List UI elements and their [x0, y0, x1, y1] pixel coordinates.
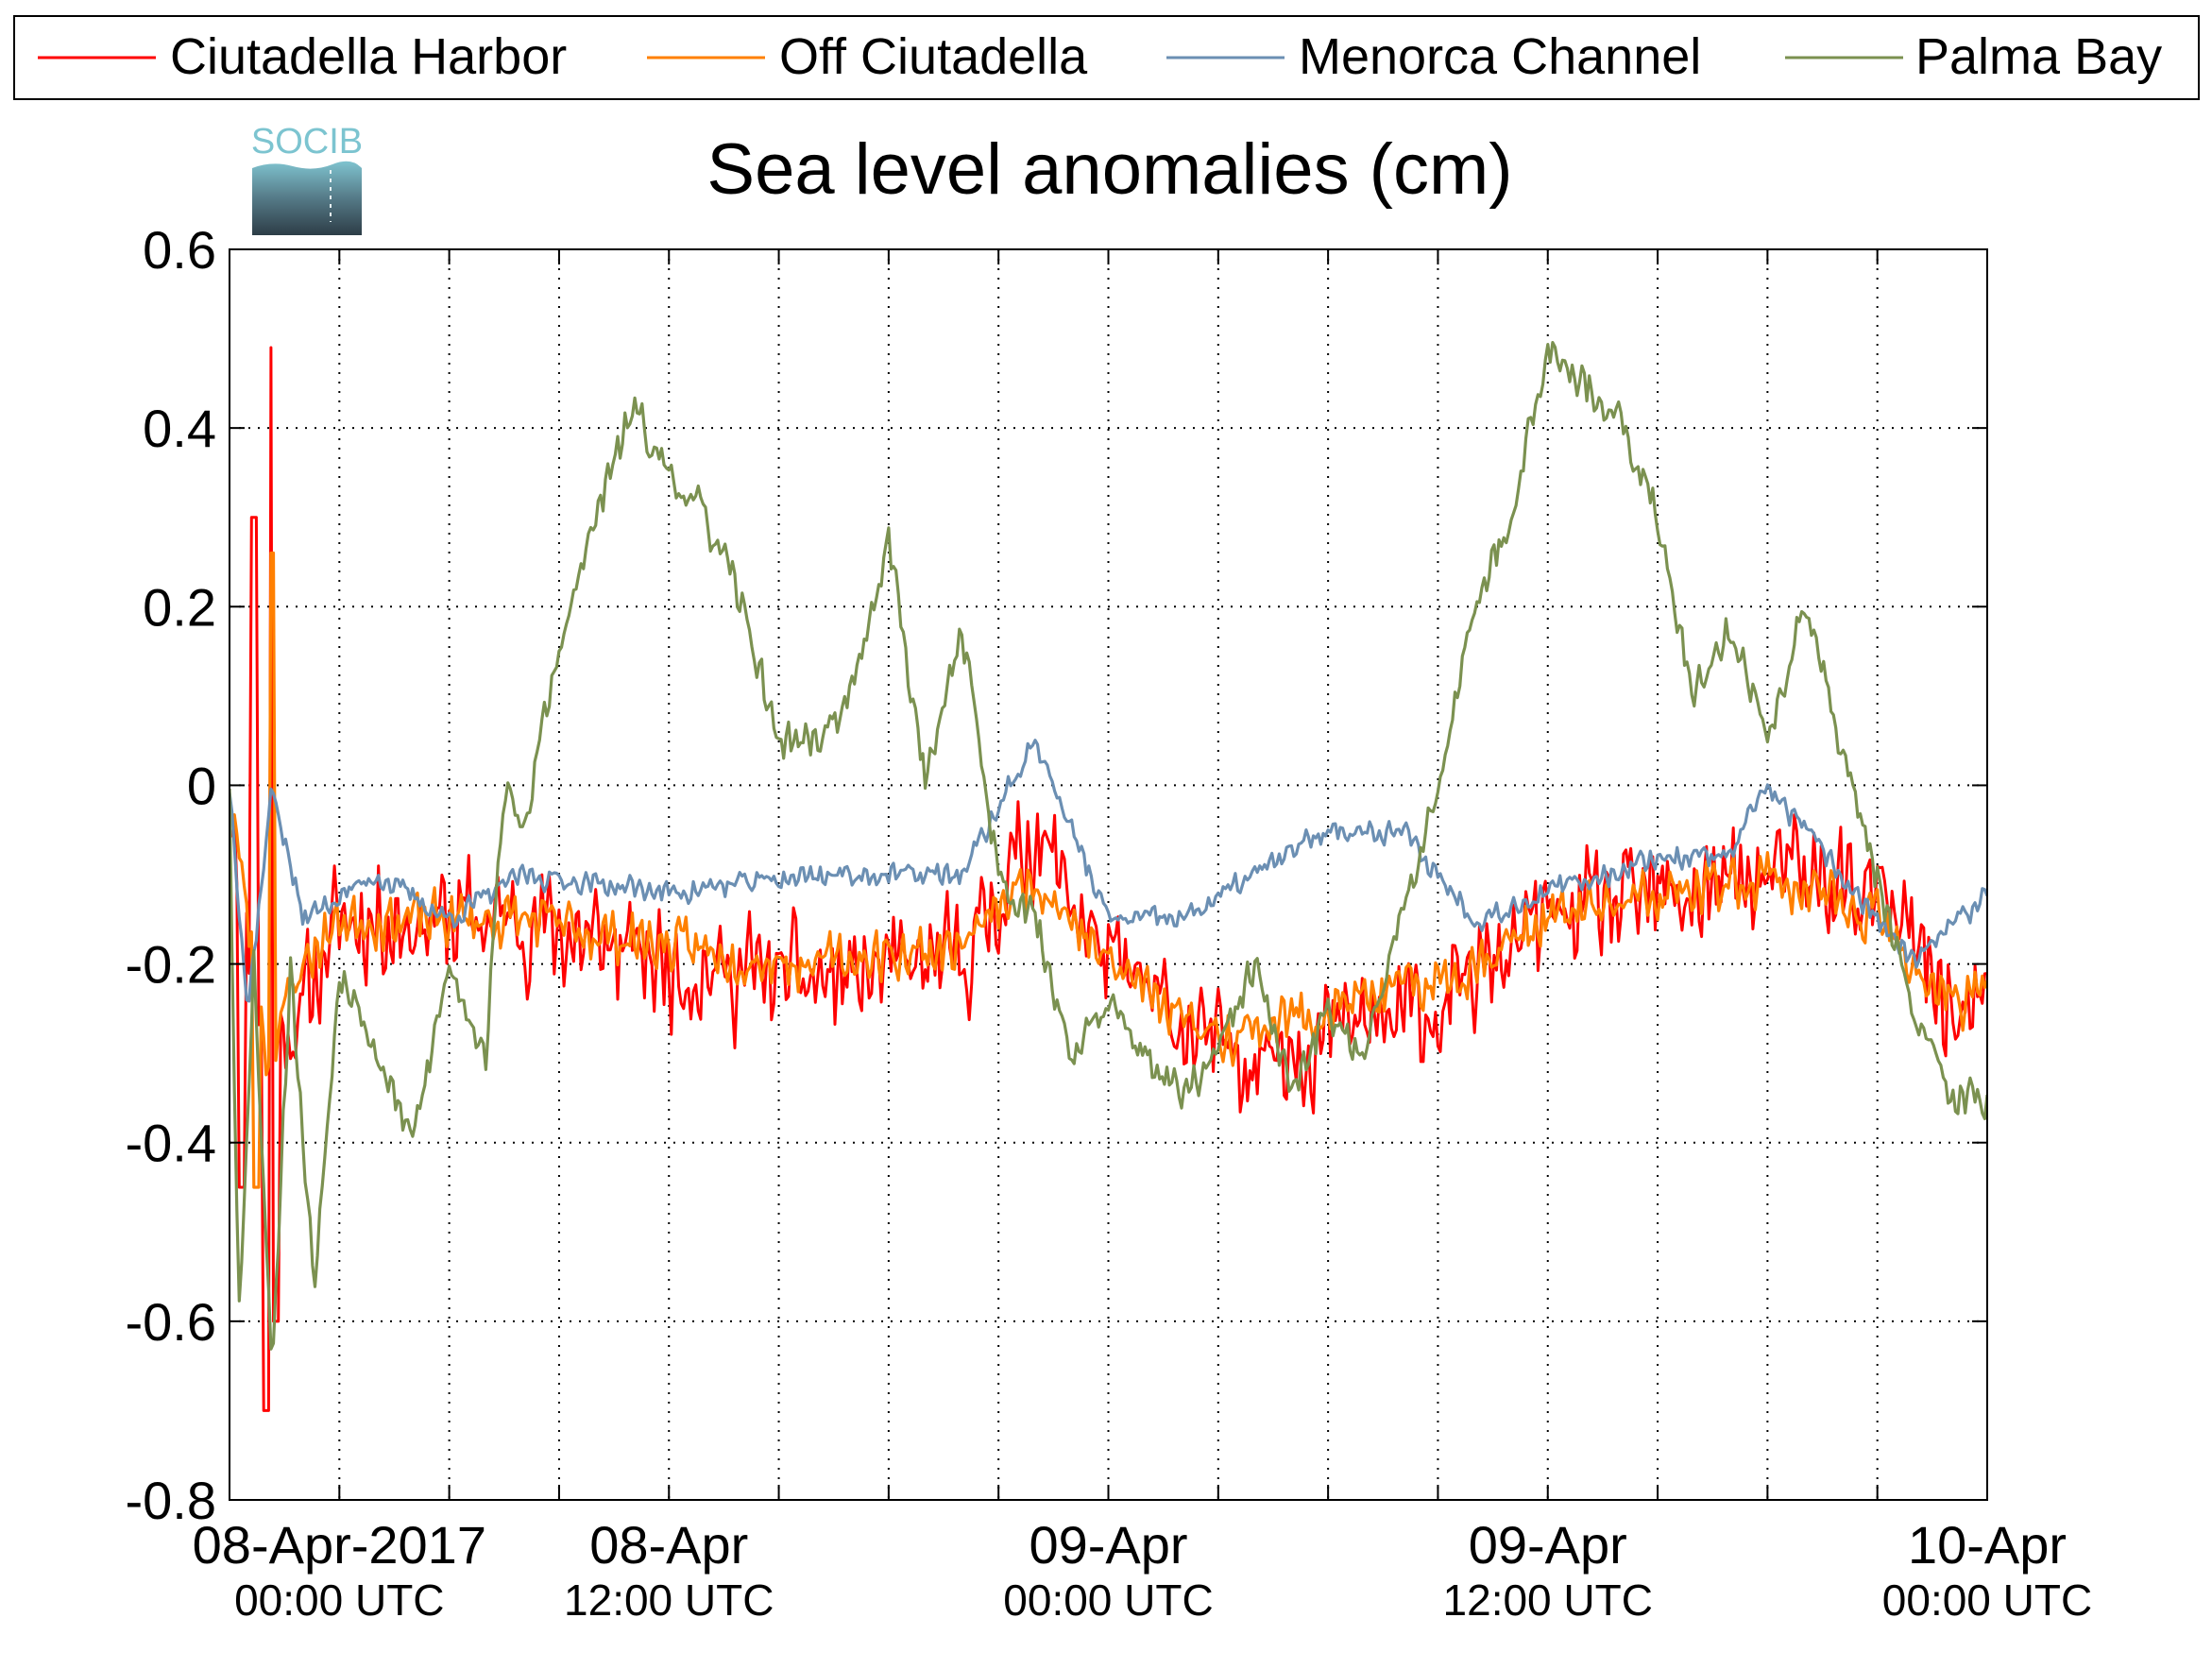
x-tick-label-time: 12:00 UTC [1443, 1575, 1653, 1625]
x-tick-label-date: 09-Apr [1029, 1515, 1187, 1575]
socib-logo: SOCIB [251, 122, 363, 235]
y-axis: 0.6 0.4 0.2 0 -0.2 -0.4 -0.6 -0.8 [126, 220, 1987, 1530]
legend: Ciutadella Harbor Off Ciutadella Menorca… [13, 15, 2200, 100]
series-line-palma-bay [230, 341, 1987, 1351]
y-tick-label: 0.4 [143, 399, 216, 458]
x-tick-label-time: 00:00 UTC [1882, 1575, 2092, 1625]
x-tick-label-date: 08-Apr-2017 [193, 1515, 486, 1575]
y-tick-label: -0.6 [126, 1292, 217, 1352]
legend-entry-palma-bay: Palma Bay [1785, 28, 2162, 85]
legend-entry-ciutadella-harbor: Ciutadella Harbor [38, 28, 567, 85]
x-tick-label-time: 00:00 UTC [234, 1575, 444, 1625]
x-tick-label-date: 09-Apr [1469, 1515, 1627, 1575]
legend-label-palma-bay: Palma Bay [1915, 28, 2162, 85]
y-tick-label: 0 [187, 756, 216, 815]
y-tick-label: 0.2 [143, 577, 216, 637]
x-tick-label-date: 08-Apr [589, 1515, 748, 1575]
legend-label-off-ciutadella: Off Ciutadella [779, 28, 1088, 85]
y-tick-label: 0.6 [143, 220, 216, 280]
series-line-off-ciutadella [230, 551, 1987, 1189]
y-tick-label: -0.2 [126, 935, 217, 995]
legend-entry-menorca-channel: Menorca Channel [1166, 28, 1701, 85]
legend-label-ciutadella-harbor: Ciutadella Harbor [170, 28, 567, 85]
y-tick-label: -0.4 [126, 1114, 217, 1173]
legend-entry-off-ciutadella: Off Ciutadella [647, 28, 1088, 85]
series-line-ciutadella-harbor [230, 346, 1987, 1412]
x-tick-label-time: 00:00 UTC [1003, 1575, 1213, 1625]
logo-wave [252, 161, 362, 235]
legend-label-menorca-channel: Menorca Channel [1299, 28, 1701, 85]
y-tick-label: -0.8 [126, 1471, 217, 1530]
plot-area: 0.60.40.20-0.2-0.4-0.6-0.8 08-Apr-201700… [126, 220, 2093, 1625]
x-tick-label-time: 12:00 UTC [564, 1575, 774, 1625]
series-line-menorca-channel [230, 739, 1987, 1003]
chart-title: Sea level anomalies (cm) [706, 129, 1512, 210]
x-tick-label-date: 10-Apr [1908, 1515, 2067, 1575]
logo-text: SOCIB [251, 122, 363, 162]
series-layer [230, 341, 1987, 1412]
